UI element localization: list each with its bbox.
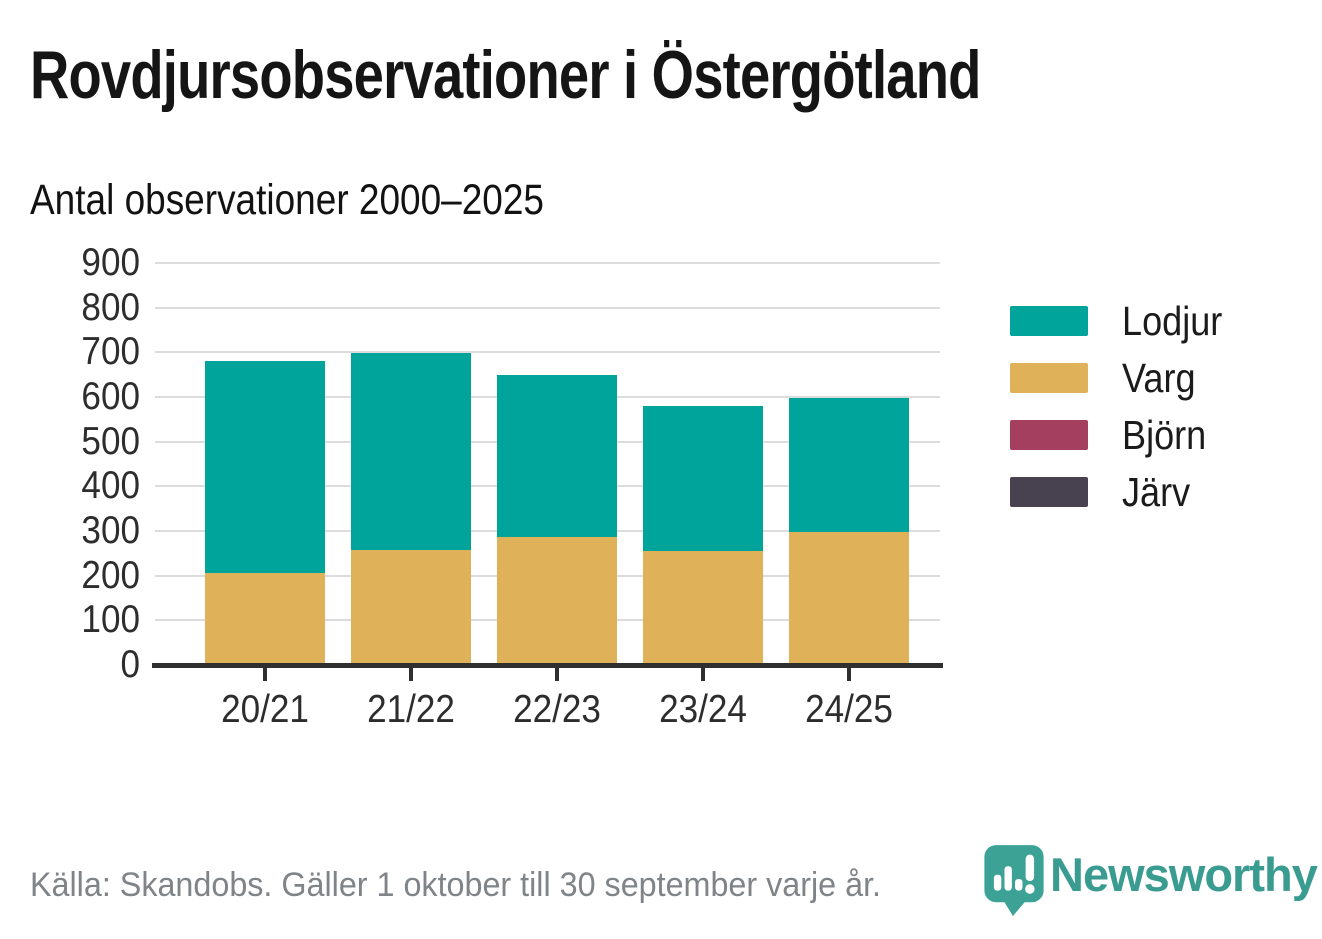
legend-label: Björn [1122, 411, 1207, 458]
x-axis-category-label: 20/21 [221, 688, 309, 731]
bar-segment-lodjur-24-25 [789, 398, 909, 533]
bar-segment-lodjur-20-21 [205, 360, 325, 574]
x-axis-tick-mark [409, 668, 413, 681]
y-axis-tick-label: 700 [81, 330, 140, 374]
y-axis-tick-label: 300 [81, 509, 140, 552]
newsworthy-logo-icon [982, 843, 1046, 917]
x-axis-category-label: 21/22 [367, 688, 455, 731]
legend-label: Varg [1122, 354, 1196, 401]
bar-segment-varg-23-24 [643, 551, 763, 665]
x-axis-tick-mark [701, 668, 705, 681]
y-axis-tick-label: 200 [81, 553, 140, 597]
bar-segment-varg-20-21 [205, 573, 325, 665]
bar-segment-varg-22-23 [497, 537, 617, 665]
bar-segment-lodjur-21-22 [351, 353, 471, 551]
x-axis-line [152, 663, 943, 668]
bar-segment-varg-21-22 [351, 550, 471, 665]
legend-item-järv: Järv [1010, 469, 1199, 515]
chart-title: Rovdjursobservationer i Östergötland [30, 37, 981, 113]
x-axis-category-label: 24/25 [805, 688, 893, 731]
legend-swatch-varg [1010, 363, 1088, 393]
chart-subtitle: Antal observationer 2000–2025 [30, 176, 545, 224]
legend-swatch-lodjur [1010, 306, 1088, 336]
gridline-y900 [155, 262, 940, 264]
x-axis-tick-mark [555, 668, 559, 681]
y-axis-tick-label: 800 [81, 285, 140, 329]
legend-label: Järv [1122, 468, 1191, 515]
legend-item-varg: Varg [1010, 355, 1206, 401]
speech-bubble-chart-icon [984, 845, 1044, 916]
bar-segment-lodjur-22-23 [497, 374, 617, 538]
x-axis-category-label: 22/23 [513, 688, 601, 731]
y-axis-tick-label: 100 [81, 598, 140, 642]
x-axis-category-label: 23/24 [659, 688, 747, 731]
y-axis-tick-label: 500 [81, 419, 140, 463]
newsworthy-wordmark: Newsworthy [1050, 848, 1318, 901]
gridline-y700 [155, 351, 940, 354]
source-note: Källa: Skandobs. Gäller 1 oktober till 3… [30, 866, 882, 904]
bar-segment-lodjur-23-24 [643, 405, 763, 552]
y-axis-tick-label: 600 [81, 375, 140, 418]
legend-item-lodjur: Lodjur [1010, 298, 1236, 344]
x-axis-tick-mark [263, 668, 267, 681]
y-axis-tick-label: 900 [81, 241, 140, 284]
y-axis-tick-label: 0 [120, 643, 140, 686]
gridline-y800 [155, 306, 940, 309]
legend-swatch-järv [1010, 477, 1088, 507]
legend-item-björn: Björn [1010, 412, 1218, 458]
x-axis-tick-mark [847, 668, 851, 681]
y-axis-tick-label: 400 [81, 464, 140, 508]
legend-swatch-björn [1010, 420, 1088, 450]
bar-segment-varg-24-25 [789, 532, 909, 665]
legend-label: Lodjur [1122, 297, 1223, 344]
